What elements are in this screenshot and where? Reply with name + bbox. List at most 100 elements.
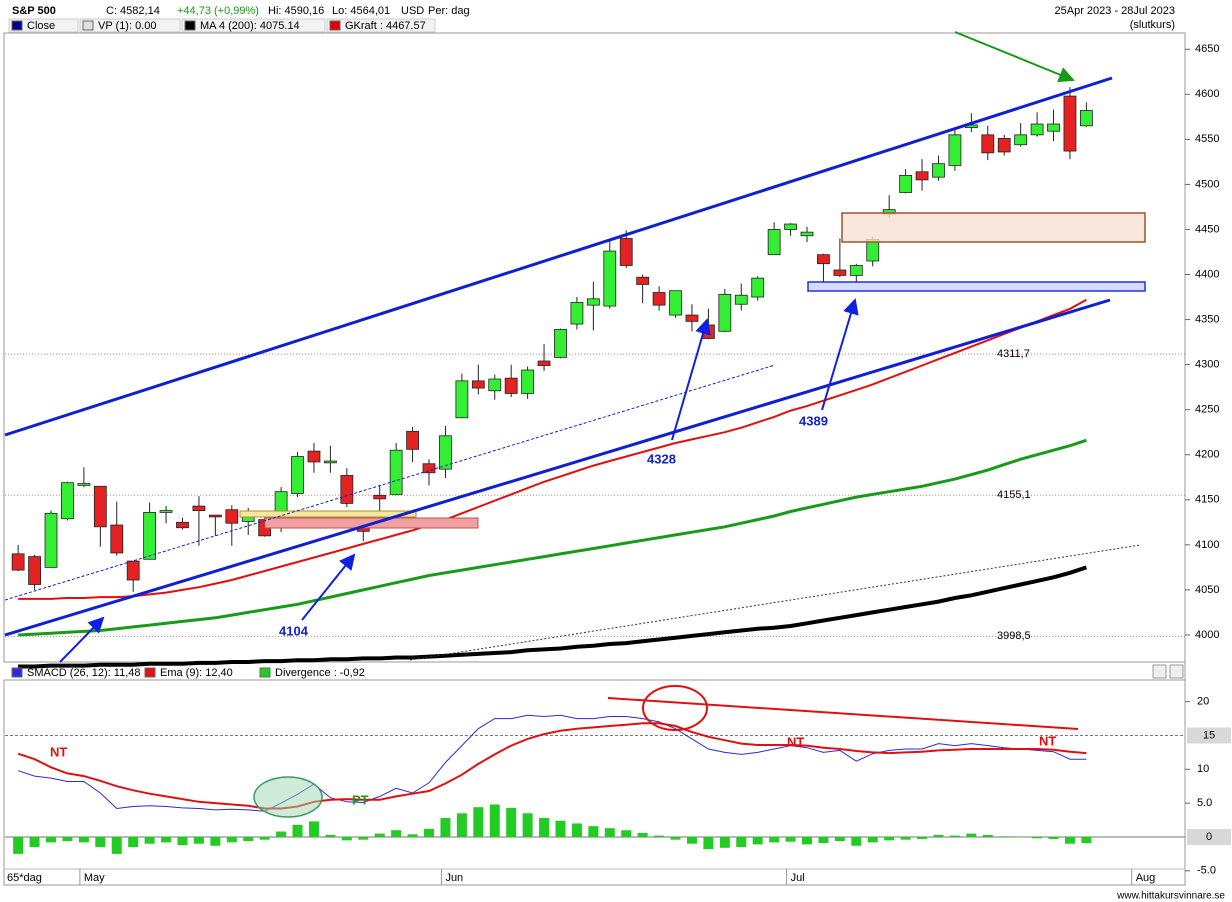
candle-body: [28, 556, 41, 585]
y-tick-label: 4100: [1195, 539, 1219, 551]
histogram-bar: [308, 821, 319, 837]
legend-label: Close: [27, 20, 55, 32]
y-tick-label: 4250: [1195, 404, 1219, 416]
legend-swatch: [11, 667, 23, 678]
candle-body: [849, 265, 863, 276]
y-tick-label: 4050: [1195, 584, 1219, 596]
arrow: [59, 616, 105, 663]
candle-body: [1079, 110, 1093, 127]
highlight-circle: [642, 685, 708, 731]
histogram-bar: [243, 836, 254, 842]
quote: C: 4582,14: [106, 5, 160, 17]
legend-item: [8, 18, 79, 33]
reference-label: 15: [1203, 729, 1215, 741]
candle-body: [143, 512, 157, 560]
legend-label: GKraft : 4467.57: [345, 20, 426, 32]
histogram-bar: [29, 836, 40, 848]
histogram-bar: [966, 833, 977, 837]
plot-area: 4000 4050 4100 4150 4200 4250 4300 4350 4400 4450…: [5, 43, 1231, 885]
histogram-bar: [555, 820, 566, 837]
candle-body: [1014, 134, 1028, 146]
candle-body: [948, 134, 962, 166]
trend-line: [4, 76, 1113, 437]
low: Lo: 4564,01: [332, 5, 390, 17]
legend-item: [326, 18, 436, 33]
trend-line: [4, 298, 1111, 637]
candle-body: [521, 369, 535, 394]
moving-average: [18, 565, 1088, 669]
candle-body: [833, 269, 847, 276]
tool-icon[interactable]: [1152, 664, 1167, 679]
y-tick-label: 5.0: [1197, 797, 1212, 809]
candle-body: [554, 329, 567, 358]
candle-body: [406, 430, 419, 450]
histogram-bar: [1032, 836, 1043, 839]
histogram-bar: [325, 834, 336, 837]
macd-line: [17, 714, 1087, 812]
histogram-bar: [802, 836, 813, 845]
candle-body: [77, 483, 91, 486]
candle-body: [176, 521, 189, 529]
histogram-bar: [210, 836, 221, 846]
histogram-bar: [785, 836, 796, 842]
candle-body: [44, 512, 58, 568]
y-tick-label: 4500: [1195, 178, 1219, 190]
candle-body: [504, 377, 518, 394]
price-type: (slutkurs): [1130, 19, 1175, 31]
histogram-bar: [111, 836, 122, 854]
candle-body: [915, 171, 929, 181]
candle-body: [718, 293, 732, 332]
legend-item: [79, 18, 181, 33]
candle-body: [636, 276, 650, 285]
support-zone: [807, 281, 1146, 292]
candle-body: [11, 553, 25, 571]
candle-body: [981, 134, 995, 154]
legend-label: Divergence : -0,92: [275, 667, 365, 679]
histogram-bar: [144, 836, 155, 844]
legend-swatch: [144, 667, 156, 678]
candle-body: [455, 380, 469, 419]
histogram-bar: [391, 830, 402, 837]
histogram-bar: [982, 834, 993, 837]
y-tick-label: 10: [1197, 763, 1209, 775]
annotation: 4104: [279, 623, 309, 638]
y-tick-label: 4300: [1195, 359, 1219, 371]
date-range: 25Apr 2023 - 28Jul 2023: [1055, 5, 1175, 17]
candle-body: [603, 250, 617, 307]
candle-body: [800, 231, 814, 237]
histogram-bar: [621, 830, 632, 837]
histogram-bar: [358, 836, 369, 840]
trend-line: [4, 364, 776, 601]
legend-swatch: [82, 20, 94, 31]
candle-body: [159, 510, 173, 513]
histogram-bar: [489, 804, 500, 837]
histogram-bar: [752, 836, 763, 845]
legend-label: MA 4 (200): 4075.14: [200, 20, 300, 32]
candle-body: [1030, 123, 1044, 136]
candle-body: [307, 450, 321, 463]
histogram-bar: [522, 813, 533, 837]
zone: [239, 510, 417, 518]
histogram-bar: [703, 836, 714, 850]
candle-body: [652, 292, 666, 306]
drawings: 4104 4328 4389 NT NT NT PT: [4, 31, 1146, 818]
histogram-bar: [654, 835, 665, 837]
candle-body: [61, 482, 74, 520]
histogram-bar: [193, 836, 204, 844]
histogram-bar: [128, 836, 139, 848]
moving-average: [18, 438, 1087, 637]
candle-body: [751, 277, 765, 298]
histogram-bar: [999, 836, 1010, 837]
resistance-zone: [841, 212, 1146, 243]
macd-line: [17, 722, 1087, 810]
histogram-bar: [637, 832, 648, 837]
candle-body: [110, 524, 124, 554]
histogram-bar: [604, 828, 615, 837]
close-icon[interactable]: [1169, 664, 1184, 679]
level-label: 4311,7: [997, 348, 1030, 360]
histogram-bar: [933, 834, 944, 837]
histogram-bar: [900, 836, 911, 840]
x-tick-label: Jun: [445, 872, 463, 884]
arrow: [301, 553, 356, 621]
